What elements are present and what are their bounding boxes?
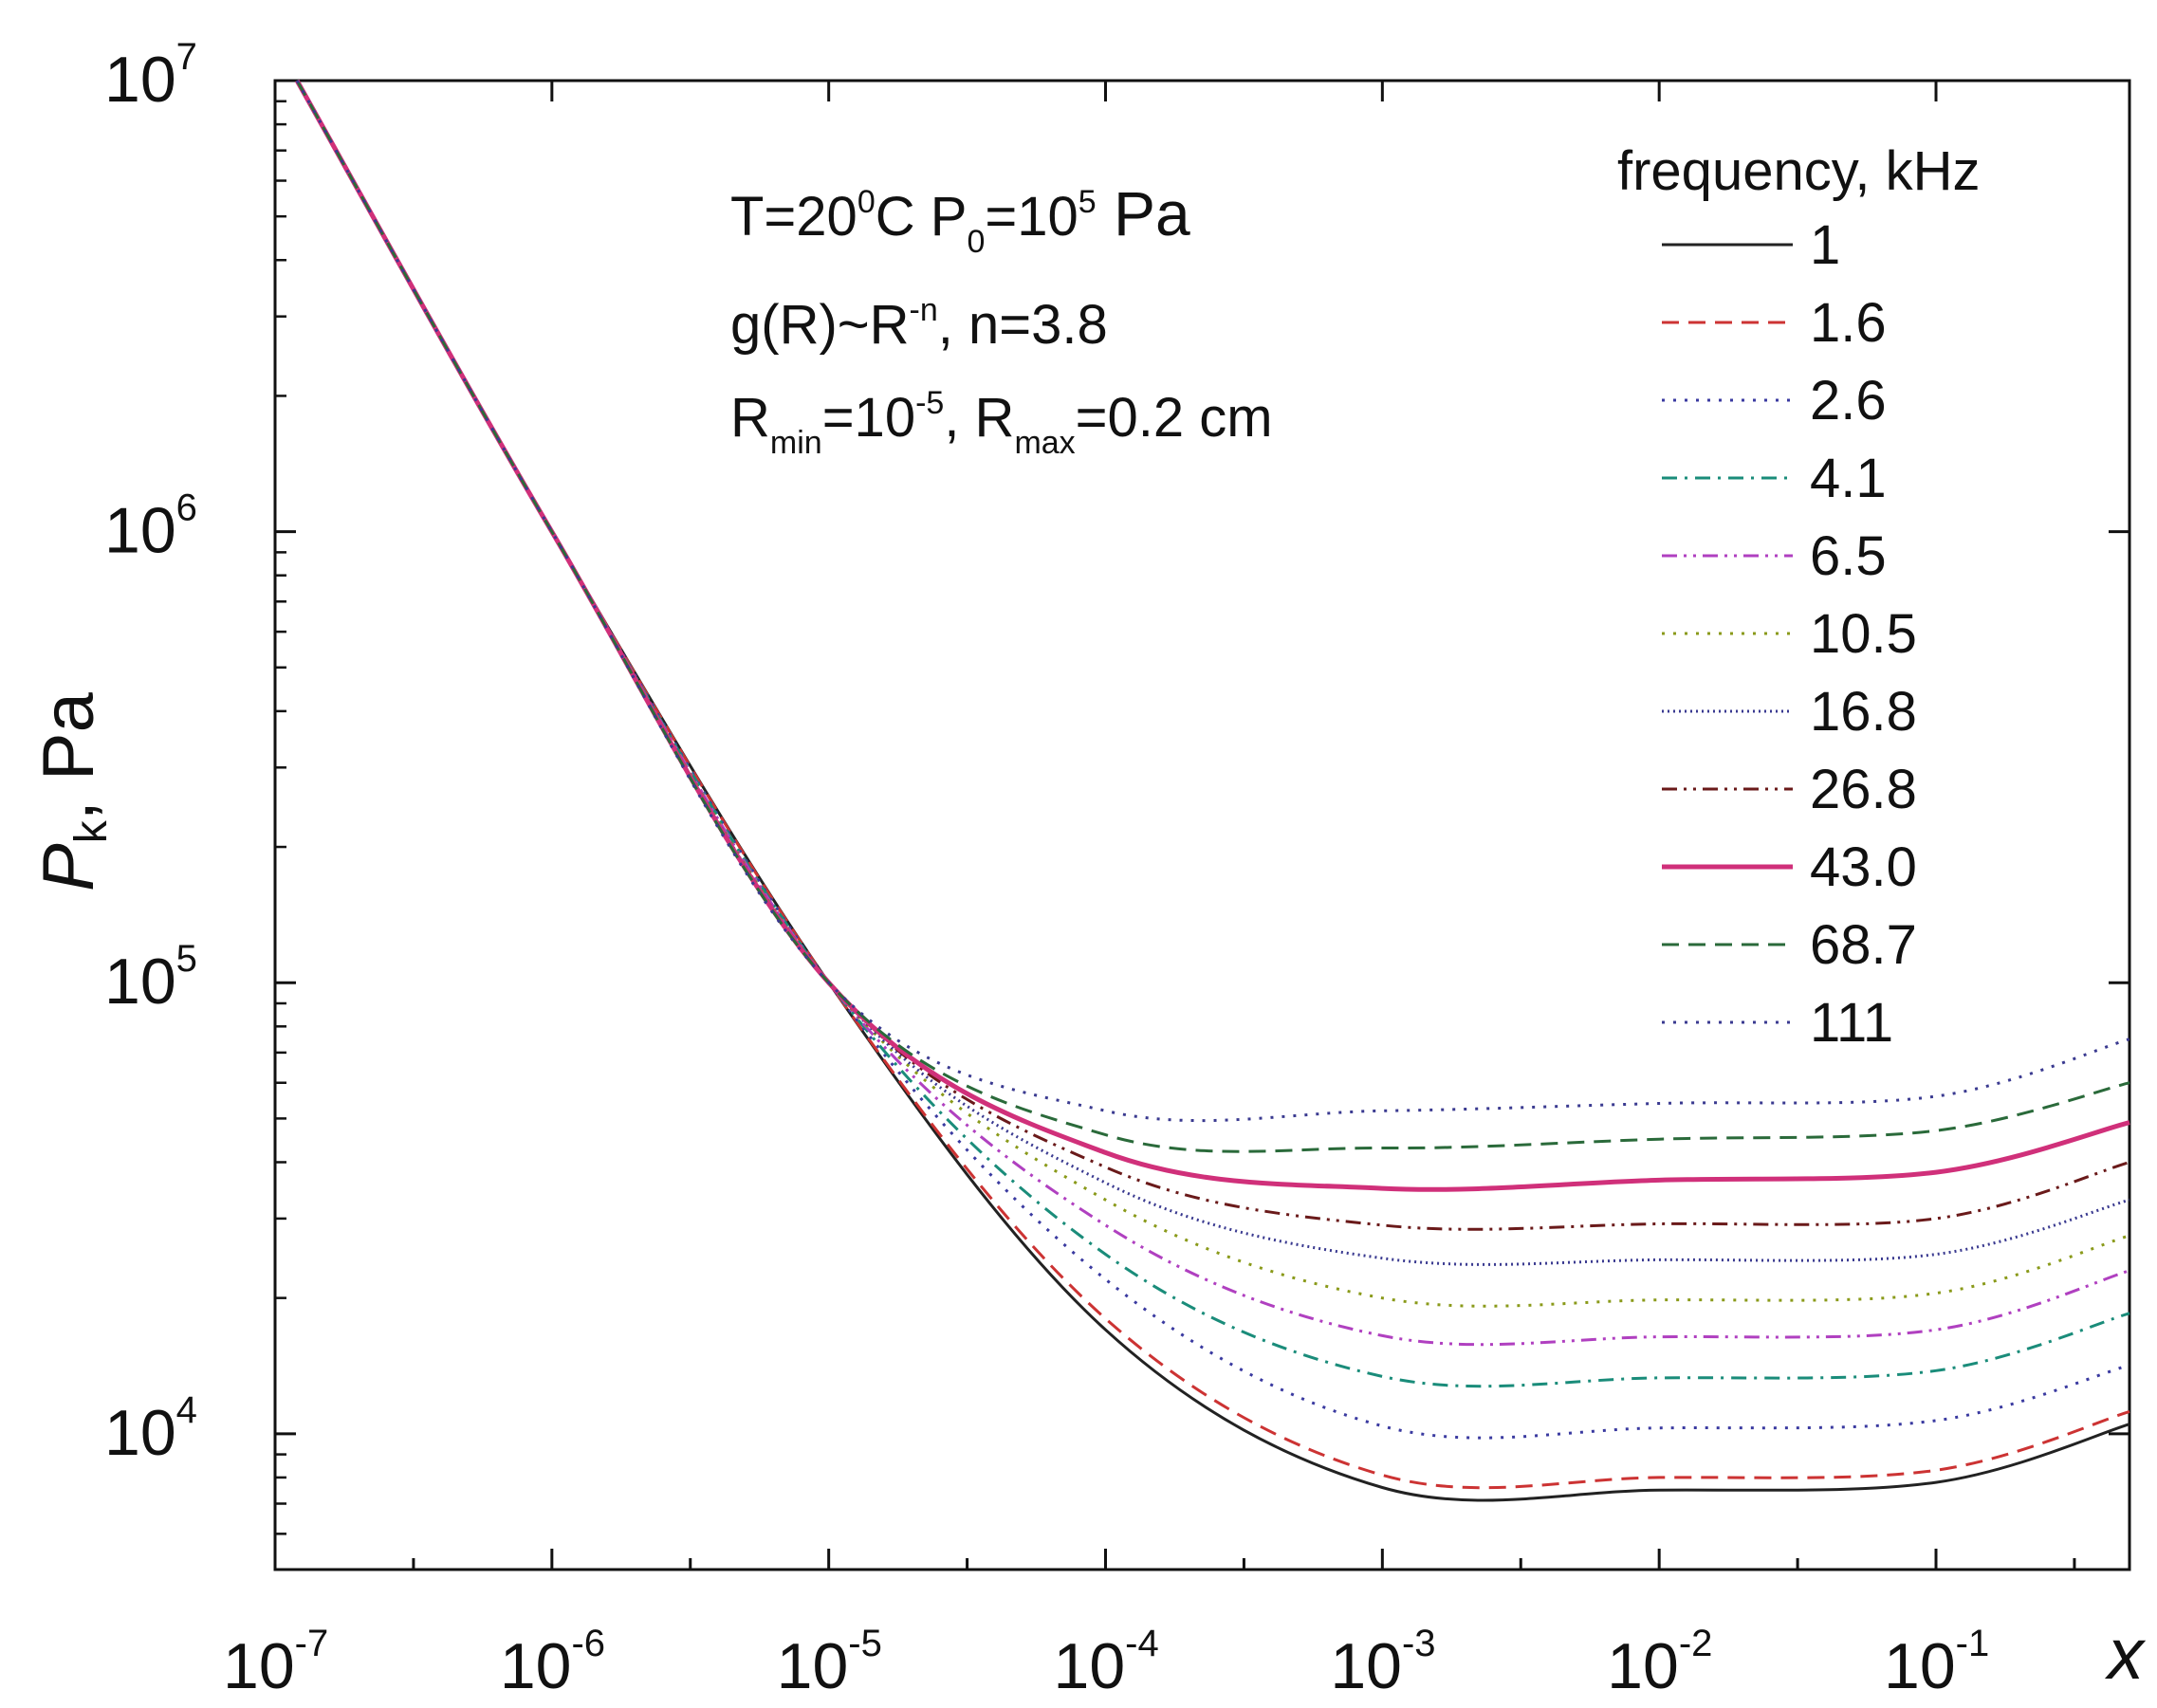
legend-label-111: 111	[1810, 992, 1893, 1054]
legend-label-10.5: 10.5	[1810, 603, 1917, 665]
x-tick-label: 10-3	[1330, 1623, 1435, 1702]
legend-label-43.0: 43.0	[1810, 836, 1917, 898]
legend-label-6.5: 6.5	[1810, 525, 1887, 587]
legend-label-26.8: 26.8	[1810, 759, 1917, 820]
legend-label-2.6: 2.6	[1810, 370, 1887, 432]
plot-frame	[273, 79, 2131, 1571]
series-line-68.7	[295, 80, 2130, 1153]
series-line-4.1	[295, 80, 2130, 1388]
x-tick-label: 10-4	[1054, 1623, 1159, 1702]
legend-label-4.1: 4.1	[1810, 448, 1887, 509]
x-tick-label: 10-1	[1884, 1623, 1989, 1702]
y-tick-label: 104	[104, 1389, 197, 1469]
y-axis-title: Pk, Pa	[28, 691, 117, 891]
series-line-26.8	[295, 80, 2130, 1231]
y-tick-label: 106	[104, 487, 197, 567]
legend-title: frequency, kHz	[1617, 140, 1981, 202]
legend-label-68.7: 68.7	[1810, 914, 1917, 976]
series-line-16.8	[295, 80, 2130, 1266]
legend-label-1.6: 1.6	[1810, 292, 1887, 354]
annotations: T=200C P0=105 Pa g(R)~R-n, n=3.8 Rmin=10-5…	[730, 178, 1273, 461]
annotation-line: g(R)~R-n, n=3.8	[730, 292, 1108, 356]
x-axis-title: x	[2104, 1614, 2147, 1695]
legend-label-16.8: 16.8	[1810, 681, 1917, 743]
x-tick-label: 10-7	[223, 1623, 328, 1702]
axis-titles: x Pk, Pa	[28, 691, 2147, 1695]
annotation-line: T=200C P0=105 Pa	[730, 178, 1190, 260]
axis-ticks	[273, 79, 2129, 1570]
annotation-line: Rmin=10-5, Rmax=0.2 cm	[730, 385, 1273, 461]
x-tick-label: 10-5	[777, 1623, 882, 1702]
series-layer	[294, 79, 2130, 1502]
legend: frequency, kHz 1 1.6 2.6 4.1 6.5 10.5 16.8 26.8…	[1617, 140, 1981, 1054]
x-tick-label: 10-6	[500, 1623, 605, 1702]
y-tick-label: 105	[104, 938, 197, 1018]
y-tick-label: 107	[104, 36, 197, 116]
x-tick-label: 10-2	[1607, 1623, 1712, 1702]
legend-label-1: 1	[1810, 214, 1840, 276]
series-line-6.5	[295, 80, 2130, 1347]
y-tick-labels: 104 105 106 107	[104, 36, 197, 1469]
x-tick-labels: 10-7 10-6 10-5 10-4 10-3 10-2 10-1	[223, 1623, 1989, 1702]
